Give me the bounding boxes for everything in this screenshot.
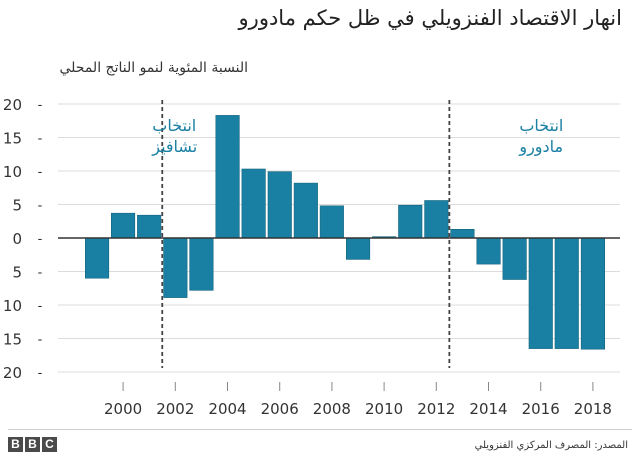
y-tick-label: 5 [12, 264, 22, 282]
source-note: المصدر: المصرف المركزي الفنزويلي [474, 440, 628, 451]
y-tick-dash: - [38, 165, 43, 180]
y-tick-label: 20 [3, 96, 22, 114]
annotation-label: انتخاب [152, 116, 196, 135]
bar [241, 168, 266, 239]
annotation-label: مادورو [518, 137, 563, 157]
bar [215, 115, 240, 239]
bar [137, 214, 162, 239]
gridlines [58, 103, 620, 373]
bar [580, 237, 606, 350]
y-axis: 20 - 15 - 10 - 5 - 0 - 5 - 10 - 15 - 20 - [3, 96, 43, 382]
x-tick-label: 2004 [208, 400, 246, 418]
annotation-label: انتخاب [519, 116, 563, 135]
bar [189, 237, 214, 291]
bar [319, 205, 344, 239]
x-tick-label: 2006 [261, 400, 299, 418]
bar [267, 171, 292, 239]
x-tick-label: 2014 [469, 400, 507, 418]
bars [85, 115, 606, 350]
y-tick-dash: - [38, 232, 43, 247]
bar [450, 229, 475, 239]
bar [528, 237, 553, 349]
y-tick-dash: - [38, 366, 43, 381]
x-tick-label: 2016 [522, 400, 560, 418]
x-tick-label: 2000 [104, 400, 142, 418]
chart-title: انهار الاقتصاد الفنزويلي في ظل حكم مادور… [238, 6, 622, 30]
x-axis: 2000 2002 2004 2006 2008 2010 2012 2014 2016 2018 [104, 382, 612, 418]
bar [554, 237, 579, 349]
y-tick-dash: - [38, 266, 43, 281]
bbc-logo: B B C [8, 437, 57, 452]
y-tick-label: 5 [12, 197, 22, 215]
bar [293, 182, 318, 239]
y-tick-label: 15 [3, 130, 22, 148]
bar [398, 204, 423, 239]
logo-letter-b2: B [25, 437, 40, 452]
y-tick-label: 20 [3, 364, 22, 382]
bar [502, 237, 527, 280]
bar [345, 237, 371, 260]
y-tick-dash: - [38, 98, 43, 113]
logo-letter-c: C [42, 437, 57, 452]
x-tick-label: 2010 [365, 400, 403, 418]
y-tick-label: 0 [12, 230, 22, 248]
bar-chart: انتخاب تشافيز انتخاب مادورو 20 - 15 - 10 - 5 - 0 - 5 -… [3, 96, 620, 418]
bar [476, 237, 501, 265]
annotation-label: تشافيز [151, 137, 197, 157]
y-axis-label: النسبة المئوية لنمو الناتج المحلي [59, 60, 249, 76]
y-tick-label: 10 [3, 163, 22, 181]
bar [85, 237, 110, 279]
y-tick-label: 15 [3, 331, 22, 349]
annotations: انتخاب تشافيز انتخاب مادورو [151, 100, 563, 368]
logo-letter-b1: B [8, 437, 23, 452]
bar [424, 200, 449, 239]
bar [163, 237, 188, 298]
y-tick-dash: - [38, 333, 43, 348]
y-tick-label: 10 [3, 297, 22, 315]
x-tick-label: 2008 [313, 400, 351, 418]
y-tick-dash: - [38, 199, 43, 214]
x-tick-label: 2002 [156, 400, 194, 418]
footer-divider [8, 429, 632, 430]
y-tick-dash: - [38, 299, 43, 314]
y-tick-dash: - [38, 132, 43, 147]
x-tick-label: 2018 [574, 400, 612, 418]
bar [111, 212, 136, 239]
x-tick-label: 2012 [417, 400, 455, 418]
